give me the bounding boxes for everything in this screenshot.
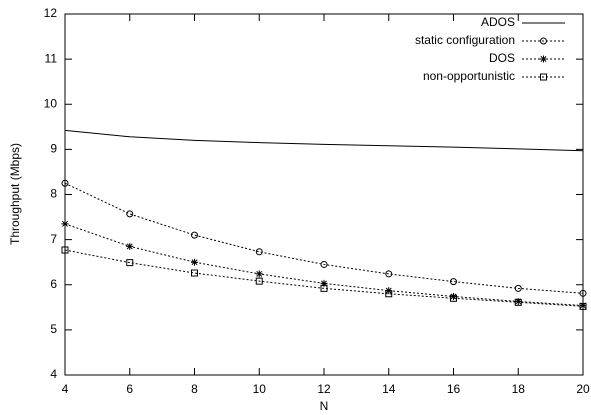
marker	[61, 179, 69, 187]
x-tick-label: 6	[126, 382, 133, 396]
series-line	[64, 249, 584, 307]
marker	[450, 278, 457, 286]
x-tick-label: 10	[253, 382, 267, 396]
legend-marker	[540, 73, 547, 81]
legend-marker	[540, 37, 547, 45]
x-tick-label: 12	[317, 382, 331, 396]
legend-label: DOS	[489, 51, 515, 65]
marker	[191, 231, 198, 239]
y-tick-label: 8	[50, 187, 57, 201]
marker	[320, 279, 328, 287]
x-tick-label: 4	[62, 382, 69, 396]
marker	[579, 302, 587, 310]
y-tick-label: 11	[45, 51, 58, 65]
marker	[191, 258, 198, 266]
marker	[514, 298, 522, 306]
y-tick-label: 5	[50, 322, 57, 336]
y-tick-label: 12	[44, 6, 58, 20]
legend-label: ADOS	[481, 15, 515, 29]
x-tick-label: 20	[576, 382, 590, 396]
y-tick-label: 7	[50, 232, 57, 246]
x-tick-label: 16	[447, 382, 461, 396]
marker	[450, 292, 457, 300]
marker	[255, 248, 263, 256]
marker	[255, 277, 263, 285]
y-tick-label: 6	[50, 277, 57, 291]
series-line	[64, 129, 584, 152]
marker	[126, 259, 134, 267]
marker	[191, 269, 198, 277]
marker	[126, 242, 134, 250]
legend-label: non-opportunistic	[423, 69, 515, 83]
marker	[514, 297, 522, 305]
y-tick-label: 10	[44, 96, 58, 110]
marker	[320, 284, 328, 292]
marker	[579, 289, 587, 297]
y-tick-label: 4	[50, 367, 57, 381]
x-tick-label: 18	[512, 382, 526, 396]
legend-marker	[540, 55, 547, 63]
marker	[126, 210, 134, 218]
marker	[255, 270, 263, 278]
marker	[450, 294, 457, 302]
x-axis-label: N	[320, 399, 329, 413]
marker	[385, 270, 393, 278]
series-line	[64, 182, 584, 294]
marker	[514, 284, 522, 292]
y-tick-label: 9	[50, 142, 57, 156]
y-axis-label: Throughput (Mbps)	[8, 143, 22, 245]
x-tick-label: 8	[191, 382, 198, 396]
marker	[61, 220, 69, 228]
marker	[61, 246, 69, 254]
marker	[385, 290, 393, 298]
plot-frame	[64, 13, 584, 376]
legend-label: static configuration	[415, 33, 515, 47]
x-tick-label: 14	[382, 382, 396, 396]
marker	[320, 260, 328, 268]
marker	[579, 302, 587, 310]
